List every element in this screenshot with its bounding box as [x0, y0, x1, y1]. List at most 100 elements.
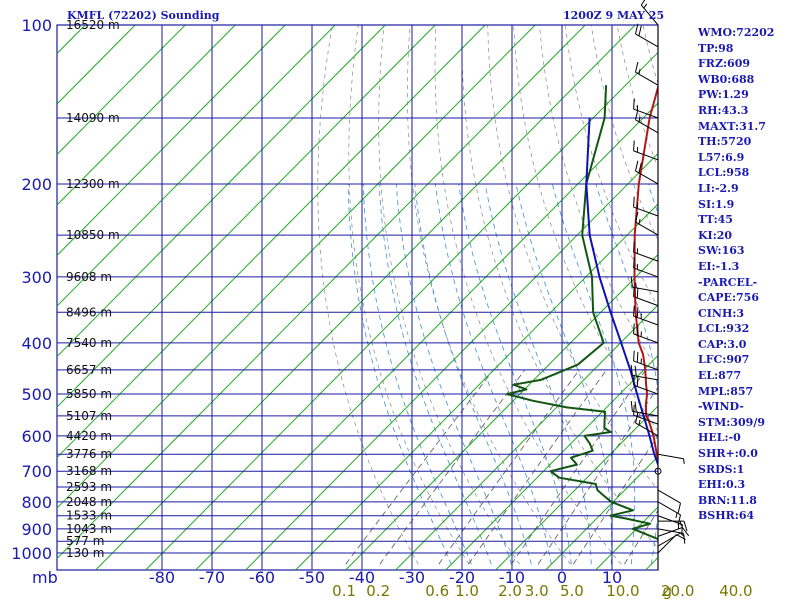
temperature-tick-label: -20 [449, 568, 475, 587]
pressure-tick-label: 300 [21, 268, 52, 287]
moist-adiabat [362, 183, 472, 565]
index-item: EHI:0.3 [698, 478, 746, 492]
wind-barb [635, 160, 659, 185]
dewpoint-line [506, 85, 658, 541]
height-label: 12300 m [66, 177, 120, 191]
index-item: TP:98 [698, 41, 734, 55]
index-item: KI:20 [698, 228, 733, 242]
moist-adiabat [378, 183, 492, 565]
index-item: SHR+:0.0 [698, 447, 758, 461]
height-label: 2593 m [66, 480, 112, 494]
wind-barb [633, 374, 659, 395]
index-item: TT:45 [698, 213, 733, 227]
height-label: 5850 m [66, 387, 112, 401]
index-item: LI:-2.9 [698, 181, 739, 195]
dry-adiabat [348, 25, 470, 565]
isotherm [57, 25, 586, 560]
moist-adiabat [347, 183, 452, 565]
wind-barb [633, 286, 659, 307]
wind-barb [657, 453, 685, 464]
index-item: BSHR:64 [698, 509, 755, 523]
height-label: 14090 m [66, 111, 120, 125]
pressure-tick-label: 800 [21, 493, 52, 512]
isotherm [57, 25, 186, 156]
temperature-tick-label: -80 [149, 568, 175, 587]
isotherm [57, 25, 536, 509]
wind-barb [635, 23, 659, 48]
temperature-tick-label: -70 [199, 568, 225, 587]
index-item: LCL:958 [698, 166, 750, 180]
index-item: L57:6.9 [698, 150, 745, 164]
height-label: 7540 m [66, 336, 112, 350]
wind-barb [657, 527, 690, 537]
index-item: EI:-1.3 [698, 259, 740, 273]
pressure-tick-label: 500 [21, 385, 52, 404]
moist-adiabat [515, 183, 612, 565]
temperature-tick-label: -10 [499, 568, 525, 587]
isotherm [57, 25, 286, 257]
index-item: BRN:11.8 [698, 493, 757, 507]
wind-barb [635, 61, 659, 86]
height-label: 2048 m [66, 495, 112, 509]
height-label: 130 m [66, 546, 104, 560]
index-item: STM:309/9 [698, 415, 765, 429]
pressure-unit-label: mb [32, 568, 58, 587]
dry-adiabat [407, 25, 571, 565]
wind-barb [657, 528, 686, 544]
index-item: SI:1.9 [698, 197, 735, 211]
pressure-tick-label: 1000 [11, 544, 52, 563]
wind-barb [633, 241, 659, 262]
wind-barb [635, 109, 659, 134]
pressure-tick-label: 900 [21, 520, 52, 539]
mixing-ratio-tick-label: 5.0 [560, 582, 584, 600]
isotherm [57, 25, 436, 408]
index-item: SW:163 [698, 244, 745, 258]
index-item: RH:43.3 [698, 103, 749, 117]
temperature-tick-label: 10 [602, 568, 622, 587]
isotherm [495, 405, 658, 570]
height-label: 16520 m [66, 18, 120, 32]
isotherm [545, 455, 658, 570]
isotherm [57, 25, 486, 459]
isotherm [395, 304, 658, 570]
height-label: 9608 m [66, 270, 112, 284]
pressure-tick-label: 100 [21, 16, 52, 35]
height-label: 5107 m [66, 409, 112, 423]
index-item: MPL:857 [698, 384, 754, 398]
wind-barb [630, 364, 659, 381]
isotherm [57, 25, 386, 358]
index-item: WB0:688 [698, 72, 755, 86]
pressure-tick-label: 400 [21, 334, 52, 353]
index-item: LFC:907 [698, 353, 750, 367]
indices-panel: WMO:72202 TP:98 FRZ:609 WB0:688 PW:1.29 RH:43… [698, 25, 774, 524]
index-item: PW:1.29 [698, 88, 749, 102]
index-item: EL:877 [698, 369, 742, 383]
pressure-tick-label: 700 [21, 462, 52, 481]
index-item: CINH:3 [698, 306, 745, 320]
mixing-ratio-tick-label: 10.0 [606, 582, 639, 600]
wind-barb [633, 350, 659, 371]
moist-adiabat [435, 183, 552, 565]
mixing-ratio-tick-label: 20.0 [661, 582, 694, 600]
temperature-tick-label: -50 [299, 568, 325, 587]
height-label: 4420 m [66, 429, 112, 443]
height-label: 3776 m [66, 447, 112, 461]
index-item: LCL:932 [698, 322, 750, 336]
index-item: CAP:3.0 [698, 337, 747, 351]
temperature-tick-label: 0 [557, 568, 567, 587]
index-item: -WIND- [698, 400, 744, 414]
index-item: -PARCEL- [698, 275, 758, 289]
moist-adiabat [395, 183, 512, 565]
dry-adiabat [564, 25, 658, 308]
height-label: 1043 m [66, 522, 112, 536]
pressure-tick-label: 600 [21, 427, 52, 446]
height-label: 6657 m [66, 363, 112, 377]
temperature-tick-label: -40 [349, 568, 375, 587]
isotherm [295, 203, 658, 570]
index-item: HEL:-0 [698, 431, 741, 445]
wind-barb [657, 501, 681, 526]
chart-title: KMFL (72202) Sounding [67, 9, 220, 22]
height-label: 1533 m [66, 509, 112, 523]
